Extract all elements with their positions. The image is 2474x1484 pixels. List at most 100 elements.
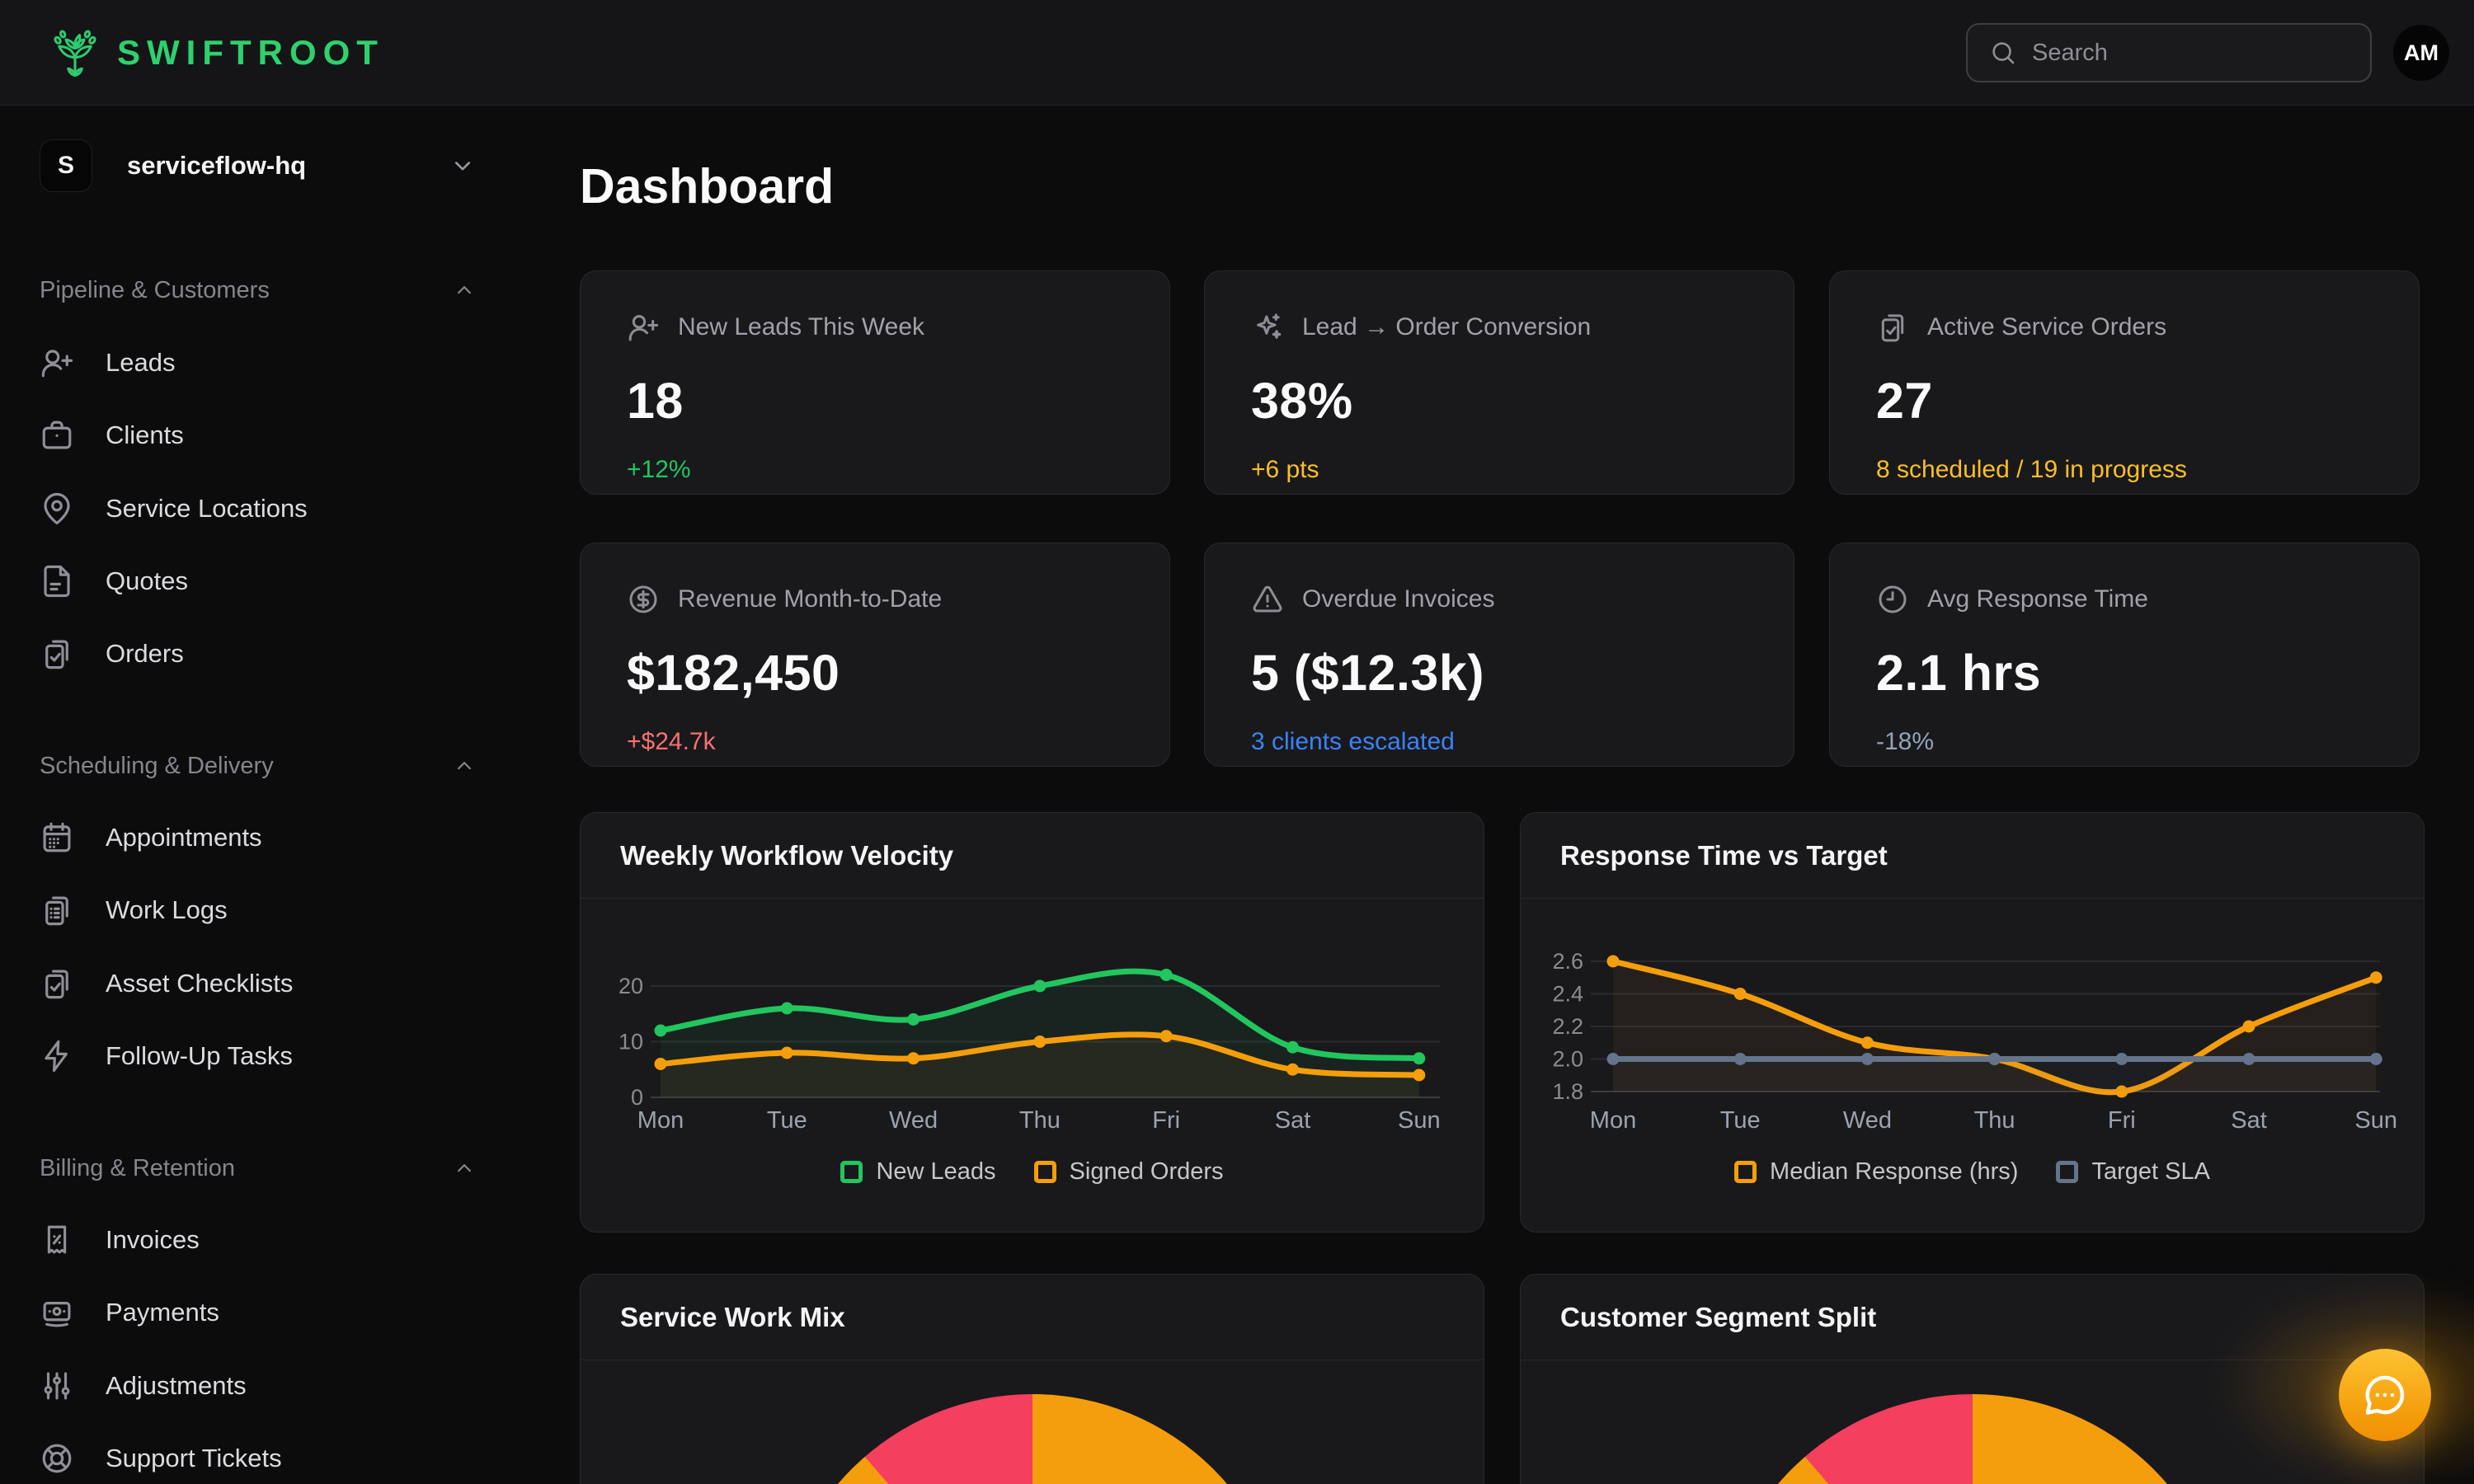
chart-header: Weekly Workflow Velocity — [581, 813, 1484, 899]
svg-text:Sun: Sun — [1398, 1107, 1441, 1134]
legend-item: Target SLA — [2056, 1158, 2210, 1186]
plot-area: 2.6 2.4 2.2 2.0 1.8 Mon Tue Wed Thu Fri Sat Sun Medi… — [1521, 899, 2424, 1186]
clipboard-check-icon — [40, 636, 74, 671]
search-input[interactable] — [2032, 39, 2349, 67]
svg-text:Mon: Mon — [637, 1107, 684, 1134]
sidebar-item-orders[interactable]: Orders — [40, 627, 534, 681]
sidebar-item-adjustments[interactable]: Adjustments — [40, 1359, 534, 1413]
sidebar-item-quotes[interactable]: Quotes — [40, 554, 534, 608]
kpi-label: Overdue Invoices — [1302, 585, 1495, 613]
clipboard-check-icon — [1876, 311, 1909, 344]
chevron-down-icon — [449, 152, 477, 180]
legend-item: Signed Orders — [1033, 1158, 1224, 1186]
sidebar-item-appointments[interactable]: Appointments — [40, 810, 534, 865]
kpi-label: Lead → Order Conversion — [1302, 313, 1592, 340]
legend-label: New Leads — [876, 1158, 996, 1185]
chart-title: Response Time vs Target — [1560, 839, 1888, 871]
kpi-card-active-service-orders: Active Service Orders 27 8 scheduled / 19 … — [1829, 270, 2420, 495]
chart-legend: New Leads Signed Orders — [581, 1158, 1484, 1186]
sidebar-item-label: Clients — [106, 420, 184, 450]
kpi-delta: -18% — [1876, 728, 1935, 755]
search-box[interactable] — [1966, 23, 2372, 82]
sidebar-item-label: Orders — [106, 639, 184, 669]
chart-card-customer-segment-split: Customer Segment Split — [1520, 1274, 2425, 1484]
legend-swatch — [1033, 1161, 1056, 1183]
sidebar-item-support-tickets[interactable]: Support Tickets — [40, 1431, 534, 1484]
kpi-value: 5 ($12.3k) — [1251, 645, 1485, 701]
sidebar-item-asset-checklists[interactable]: Asset Checklists — [40, 956, 534, 1011]
sidebar-item-label: Asset Checklists — [106, 968, 294, 998]
zap-icon — [40, 1039, 74, 1073]
life-buoy-icon — [40, 1441, 74, 1476]
sidebar-item-service-locations[interactable]: Service Locations — [40, 481, 534, 536]
svg-text:2.6: 2.6 — [1552, 949, 1583, 974]
kpi-value: 18 — [627, 373, 684, 429]
kpi-label: Revenue Month-to-Date — [678, 585, 943, 613]
svg-text:Sun: Sun — [2354, 1107, 2397, 1134]
sidebar-item-invoices[interactable]: Invoices — [40, 1213, 534, 1267]
svg-text:2.4: 2.4 — [1552, 982, 1583, 1007]
sidebar-section-header[interactable]: Scheduling & Delivery — [40, 740, 534, 792]
legend-item: New Leads — [840, 1158, 996, 1186]
sidebar-item-work-logs[interactable]: Work Logs — [40, 883, 534, 937]
chart-card-response-time-vs-target: Response Time vs Target 2.6 2.4 2.2 2.0 1.8 Mo… — [1520, 812, 2425, 1233]
kpi-delta: 8 scheduled / 19 in progress — [1876, 456, 2187, 483]
page-title: Dashboard — [580, 159, 835, 214]
triangle-alert-icon — [1251, 583, 1284, 616]
workspace-name: serviceflow-hq — [127, 151, 307, 180]
legend-label: Signed Orders — [1069, 1158, 1224, 1185]
receipt-icon — [40, 1223, 74, 1257]
kpi-label: Avg Response Time — [1927, 585, 2148, 613]
svg-text:Fri: Fri — [1152, 1107, 1180, 1134]
kpi-card-new-leads-this-week: New Leads This Week 18 +12% — [580, 270, 1170, 495]
svg-text:0: 0 — [631, 1085, 643, 1110]
chart-header: Service Work Mix — [581, 1275, 1484, 1360]
sliders-icon — [40, 1369, 74, 1403]
banknote-icon — [40, 1295, 74, 1330]
sidebar-item-label: Service Locations — [106, 493, 308, 523]
search-icon — [1989, 39, 2017, 67]
clipboard-list-icon — [40, 893, 74, 928]
svg-text:Fri: Fri — [2108, 1107, 2136, 1134]
kpi-card-revenue-month-to-date: Revenue Month-to-Date $182,450 +$24.7k — [580, 542, 1170, 767]
chart-title: Weekly Workflow Velocity — [620, 839, 954, 871]
svg-text:Thu: Thu — [1019, 1107, 1061, 1134]
chevron-up-icon — [452, 278, 477, 303]
circle-dollar-icon — [627, 583, 660, 616]
sidebar-item-label: Adjustments — [106, 1370, 247, 1400]
sidebar-item-label: Invoices — [106, 1225, 200, 1254]
section-label: Scheduling & Delivery — [40, 752, 274, 779]
chart-title: Customer Segment Split — [1560, 1301, 1877, 1332]
sidebar-item-label: Work Logs — [106, 895, 228, 925]
svg-text:Sat: Sat — [1275, 1107, 1311, 1134]
kpi-delta: +6 pts — [1251, 456, 1319, 483]
sparkles-icon — [1251, 311, 1284, 344]
kpi-value: 2.1 hrs — [1876, 645, 2042, 701]
user-plus-icon — [40, 345, 74, 380]
kpi-value: $182,450 — [627, 645, 840, 701]
sidebar-item-label: Leads — [106, 348, 176, 377]
chat-button[interactable] — [2339, 1349, 2431, 1441]
avatar[interactable]: AM — [2393, 25, 2449, 81]
legend-label: Median Response (hrs) — [1770, 1158, 2019, 1185]
file-text-icon — [40, 564, 74, 599]
svg-text:20: 20 — [618, 974, 643, 998]
sidebar-item-leads[interactable]: Leads — [40, 336, 534, 390]
chart-header: Response Time vs Target — [1521, 813, 2424, 899]
chevron-up-icon — [452, 754, 477, 778]
legend-swatch — [2056, 1161, 2079, 1183]
sidebar-item-clients[interactable]: Clients — [40, 408, 534, 463]
legend-swatch — [840, 1161, 863, 1183]
workspace-selector[interactable]: S serviceflow-hq — [40, 139, 534, 193]
sidebar-item-payments[interactable]: Payments — [40, 1285, 534, 1340]
sidebar-item-label: Payments — [106, 1298, 219, 1327]
clipboard-check-icon — [40, 966, 74, 1001]
sidebar-item-label: Follow-Up Tasks — [106, 1040, 293, 1070]
sidebar-item-follow-up-tasks[interactable]: Follow-Up Tasks — [40, 1029, 534, 1083]
kpi-delta[interactable]: 3 clients escalated — [1251, 728, 1455, 755]
brand-tree-icon — [48, 26, 102, 80]
sidebar-section-header[interactable]: Pipeline & Customers — [40, 264, 534, 317]
user-plus-icon — [627, 311, 660, 344]
sidebar-section-header[interactable]: Billing & Retention — [40, 1142, 534, 1195]
